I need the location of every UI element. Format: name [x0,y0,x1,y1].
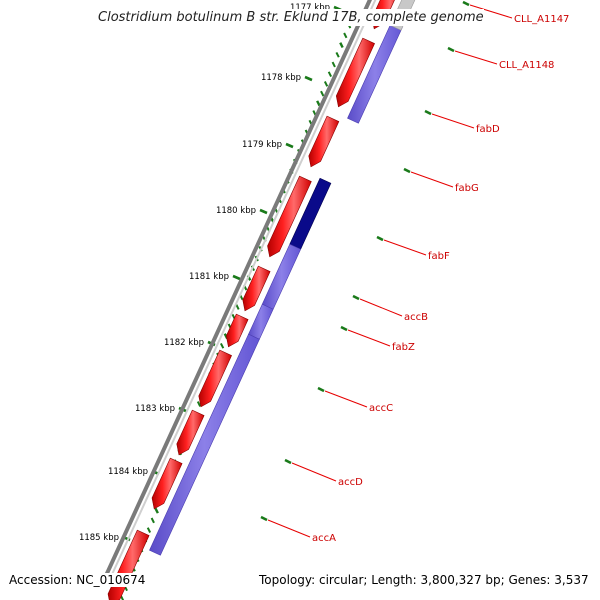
gene-leader-line [454,50,498,65]
ruler-tick [339,42,344,49]
ruler-label: 1181 kbp [189,272,229,282]
gene-tick [317,386,325,393]
ruler-tick [196,401,202,407]
ruler-tick [154,507,159,514]
gene-tick [447,46,455,53]
gene-leader-line [410,171,454,188]
ruler-ticks: 1177 kbp 1178 kbp 1179 kbp 1180 kbp 1181 kbp… [79,3,356,600]
ruler-label: 1182 kbp [164,338,204,348]
gene-arrow-forward [308,115,340,168]
gene-label-fabg[interactable]: fabG [455,183,479,194]
accession-label: Accession: NC_010674 [9,573,146,587]
ruler-label: 1178 kbp [261,73,301,83]
ruler-tick [150,517,155,524]
gene-tick [284,458,292,465]
ruler-tick [343,32,348,39]
ruler-tick [331,61,336,68]
gene-label-accc[interactable]: accC [369,403,393,414]
backbone-highlight [110,0,377,577]
ruler-tick [335,51,340,58]
ruler-tick [320,90,325,97]
gene-leader-line [267,519,311,538]
orf-block [248,303,274,340]
gene-label-cll_a1147[interactable]: CLL_A1147 [514,14,569,25]
gene-tick [260,515,268,522]
ruler-major-tick [232,274,241,281]
gene-track [107,0,416,600]
gene-tick [424,109,432,116]
gene-tick [376,235,384,242]
ruler-label: 1179 kbp [242,140,282,150]
gene-tick [403,167,411,174]
gene-arrow-forward [225,313,249,348]
gene-leader-line [431,113,475,129]
gene-label-accb[interactable]: accB [404,312,428,323]
ruler-major-tick [285,142,294,149]
gene-leader-line [347,329,391,347]
gene-label-fabd[interactable]: fabD [476,124,500,135]
map-title: Clostridium botulinum B str. Eklund 17B,… [98,9,484,26]
gene-leader-line [324,390,368,408]
gene-arrow-forward [242,265,271,312]
ruler-tick [316,100,321,107]
backbone-line [104,0,372,576]
gene-leader-line [291,462,337,482]
summary-label: Topology: circular; Length: 3,800,327 bp… [259,573,589,587]
ruler-tick [323,81,329,87]
orf-block [149,333,260,556]
ruler-label: 1183 kbp [135,404,175,414]
gene-tick [462,0,470,7]
gene-arrow-forward [176,409,205,456]
ruler-tick [146,527,152,533]
gene-leader-line [383,239,427,256]
backbone-track [104,0,377,577]
gene-labels: CLL_A1147 CLL_A1148 fabD fabG fabF accB fabZ ac… [260,0,569,544]
gene-arrow-forward [198,349,232,408]
gene-label-fabz[interactable]: fabZ [392,342,415,353]
ruler-label: 1184 kbp [108,467,148,477]
ruler-tick [235,304,240,310]
ruler-major-tick [304,75,313,82]
gene-arrow-forward [267,175,312,258]
gene-leader-line [359,298,403,317]
ruler-label: 1180 kbp [216,206,256,216]
ruler-label: 1177 kbp [290,3,330,13]
ruler-label: 1185 kbp [79,533,119,543]
gene-tick [340,325,348,332]
gene-arrow-forward [151,457,183,510]
ruler-tick [327,71,332,78]
gene-label-fabf[interactable]: fabF [428,251,450,262]
gene-label-accd[interactable]: accD [338,477,363,488]
gene-tick [352,294,360,301]
gene-label-acca[interactable]: accA [312,533,336,544]
gene-arrow-forward [335,37,375,108]
gene-leader-line [469,4,513,19]
ruler-tick [220,342,225,349]
ruler-major-tick [259,208,268,215]
gene-label-cll_a1148[interactable]: CLL_A1148 [499,60,554,71]
